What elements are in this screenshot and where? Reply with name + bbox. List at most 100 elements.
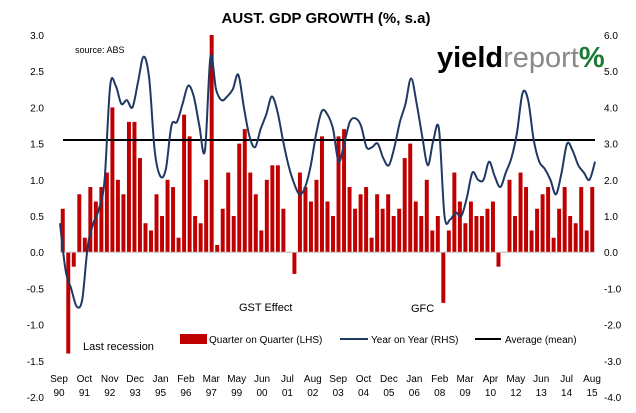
x-tick-year: 04 bbox=[358, 388, 370, 399]
qoq-bar bbox=[231, 216, 236, 253]
qoq-bar bbox=[568, 216, 573, 253]
x-tick-month: Jun bbox=[533, 374, 549, 385]
x-tick-year: 97 bbox=[206, 388, 218, 399]
qoq-bar bbox=[88, 187, 93, 253]
x-tick-month: Sep bbox=[50, 374, 68, 385]
x-tick-month: Dec bbox=[380, 374, 398, 385]
x-tick-year: 92 bbox=[104, 388, 116, 399]
x-tick-month: Nov bbox=[101, 374, 119, 385]
left-axis-ticks: 3.0 2.5 2.0 1.5 1.0 0.5 0.0 -0.5 -1.0 -1.5 -2.0 bbox=[27, 31, 45, 404]
qoq-bar bbox=[336, 136, 341, 253]
svg-text:yieldreport%: yieldreport% bbox=[437, 42, 605, 74]
qoq-bar bbox=[248, 172, 253, 253]
x-tick-month: Jan bbox=[406, 374, 422, 385]
right-tick-label: 4.0 bbox=[604, 103, 618, 114]
qoq-bar bbox=[562, 187, 567, 253]
x-tick-year: 09 bbox=[460, 388, 472, 399]
right-tick-label: -4.0 bbox=[604, 393, 622, 404]
qoq-bar bbox=[375, 194, 380, 253]
x-tick-year: 91 bbox=[79, 388, 91, 399]
qoq-bar bbox=[237, 143, 242, 253]
chart-title: AUST. GDP GROWTH (%, s.a) bbox=[222, 10, 431, 27]
qoq-bar bbox=[182, 114, 187, 253]
yoy-line bbox=[59, 53, 596, 309]
qoq-bar bbox=[402, 158, 407, 253]
qoq-bar bbox=[137, 158, 142, 253]
qoq-bar bbox=[99, 187, 104, 253]
qoq-bar bbox=[292, 252, 297, 274]
x-tick-year: 01 bbox=[282, 388, 294, 399]
x-tick-month: Jul bbox=[560, 374, 573, 385]
annotation-gst-effect: GST Effect bbox=[239, 302, 292, 314]
qoq-bar bbox=[187, 136, 192, 253]
qoq-bar bbox=[584, 230, 589, 253]
x-tick-month: Aug bbox=[583, 374, 601, 385]
left-tick-label: -1.5 bbox=[27, 357, 45, 368]
x-tick-month: Mar bbox=[203, 374, 221, 385]
logo-report-text: report bbox=[503, 42, 579, 74]
qoq-bar bbox=[209, 35, 214, 253]
annotation-gfc: GFC bbox=[411, 303, 434, 315]
qoq-bar bbox=[424, 179, 429, 253]
qoq-bar bbox=[540, 194, 545, 253]
qoq-bar bbox=[66, 252, 71, 354]
x-tick-year: 96 bbox=[180, 388, 192, 399]
left-tick-label: 1.5 bbox=[30, 140, 44, 151]
qoq-bar bbox=[397, 208, 402, 253]
qoq-bar bbox=[468, 201, 473, 253]
qoq-bar bbox=[463, 223, 468, 253]
legend-swatch-qoq bbox=[180, 334, 207, 344]
qoq-bar bbox=[557, 208, 562, 253]
qoq-bar bbox=[264, 179, 269, 253]
qoq-bar bbox=[319, 136, 324, 253]
x-tick-year: 05 bbox=[383, 388, 395, 399]
right-tick-label: 0.0 bbox=[604, 248, 618, 259]
x-tick-month: Jul bbox=[281, 374, 294, 385]
qoq-bar bbox=[110, 107, 115, 253]
x-tick-year: 95 bbox=[155, 388, 167, 399]
qoq-bar bbox=[496, 252, 501, 267]
x-tick-year: 12 bbox=[510, 388, 522, 399]
x-tick-year: 02 bbox=[307, 388, 319, 399]
qoq-bar bbox=[143, 223, 148, 253]
logo-yield-text: yield bbox=[437, 42, 503, 74]
qoq-bar bbox=[358, 194, 363, 253]
legend-label-qoq: Quarter on Quarter (LHS) bbox=[209, 335, 322, 346]
qoq-bar bbox=[364, 187, 369, 253]
left-tick-label: -0.5 bbox=[27, 284, 45, 295]
x-tick-month: Feb bbox=[177, 374, 195, 385]
qoq-bar bbox=[380, 208, 385, 253]
qoq-bar bbox=[573, 223, 578, 253]
qoq-bar bbox=[193, 216, 198, 253]
qoq-bar bbox=[513, 216, 518, 253]
x-tick-month: Apr bbox=[483, 374, 499, 385]
qoq-bar bbox=[457, 201, 462, 253]
qoq-bar bbox=[104, 172, 109, 253]
qoq-bar bbox=[430, 230, 435, 253]
qoq-bar bbox=[579, 187, 584, 253]
qoq-bar bbox=[342, 129, 347, 253]
x-tick-month: Mar bbox=[456, 374, 474, 385]
annotation-last-recession: Last recession bbox=[83, 341, 154, 353]
qoq-bar bbox=[551, 237, 556, 253]
qoq-bar bbox=[419, 216, 424, 253]
qoq-bar bbox=[154, 194, 159, 253]
qoq-bar bbox=[314, 179, 319, 253]
left-tick-label: 2.0 bbox=[30, 103, 44, 114]
qoq-bar bbox=[165, 179, 170, 253]
qoq-bar bbox=[82, 237, 87, 253]
left-tick-label: 0.5 bbox=[30, 212, 44, 223]
logo-percent-text: % bbox=[579, 42, 605, 74]
x-tick-year: 08 bbox=[434, 388, 446, 399]
x-tick-year: 13 bbox=[536, 388, 548, 399]
qoq-bar bbox=[220, 208, 225, 253]
qoq-bar bbox=[446, 230, 451, 253]
qoq-bar bbox=[590, 187, 595, 253]
qoq-bar bbox=[435, 216, 440, 253]
right-tick-label: -3.0 bbox=[604, 357, 622, 368]
x-tick-month: Dec bbox=[126, 374, 144, 385]
right-tick-label: 3.0 bbox=[604, 140, 618, 151]
x-tick-year: 10 bbox=[485, 388, 497, 399]
qoq-bar bbox=[171, 187, 176, 253]
